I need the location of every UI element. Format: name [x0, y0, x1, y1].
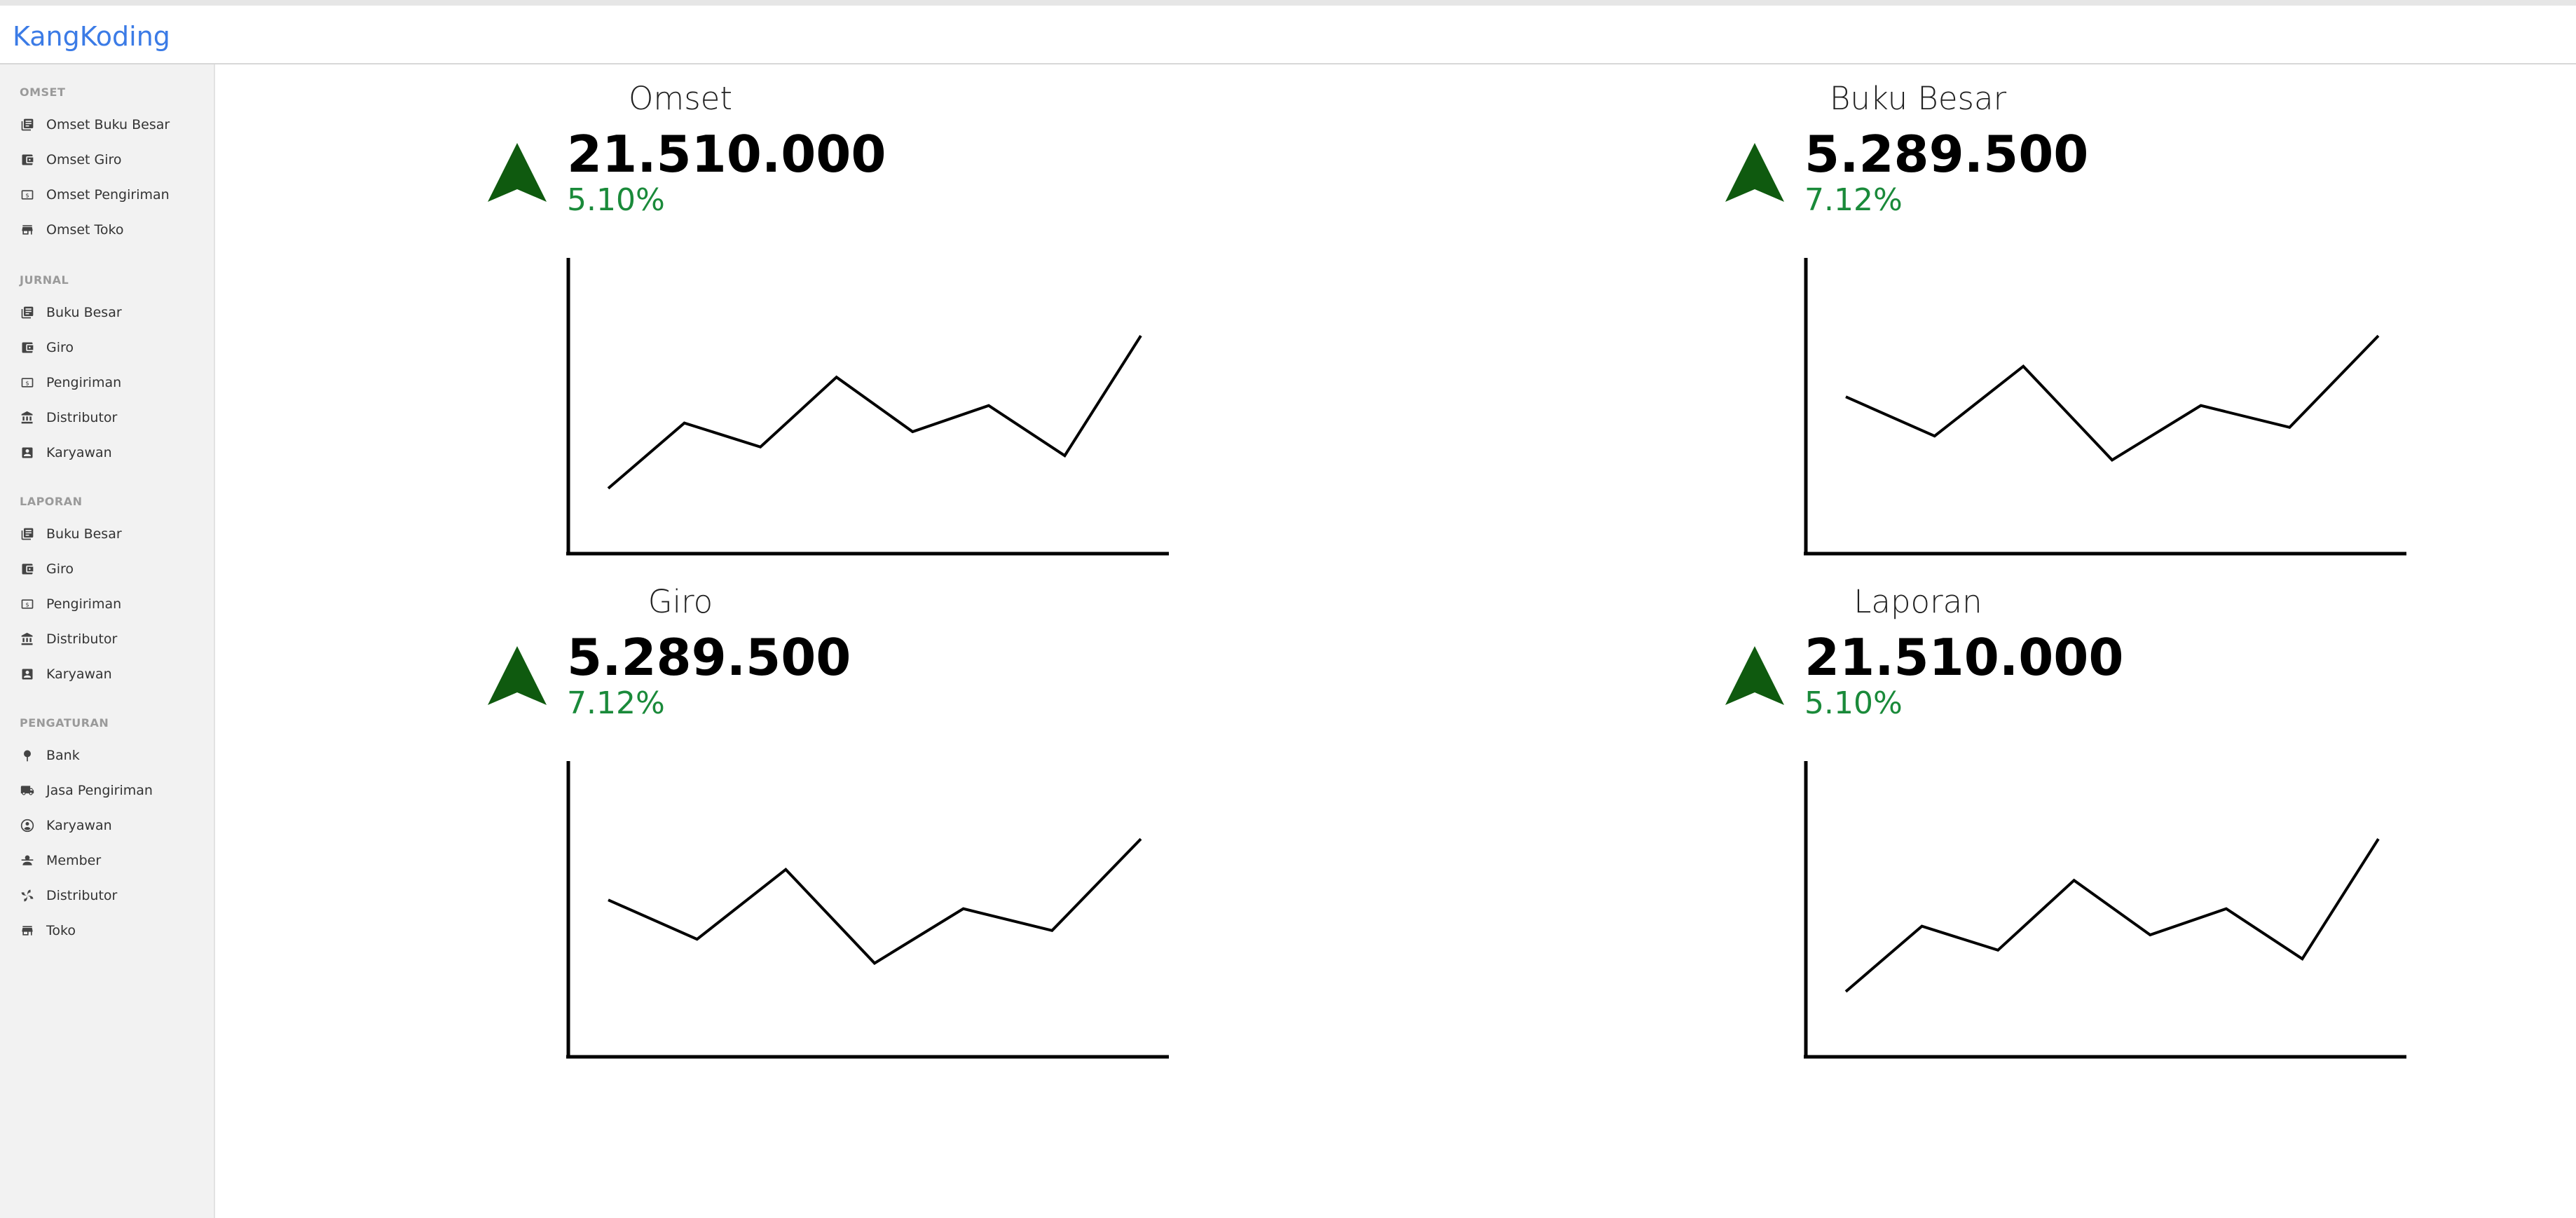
- sidebar-item-label: Buku Besar: [46, 526, 122, 542]
- sidebar-item-label: Bank: [46, 748, 80, 763]
- sidebar-item-jurnal-distributor[interactable]: Distributor: [20, 406, 209, 429]
- svg-text:$: $: [25, 191, 29, 198]
- sidebar-item-jurnal-karyawan[interactable]: Karyawan: [20, 442, 209, 464]
- top-navbar: KangKoding: [0, 0, 2576, 64]
- sidebar-item-label: Karyawan: [46, 445, 112, 460]
- book-icon: [20, 117, 35, 132]
- stat-percent: 5.10%: [567, 182, 665, 218]
- line-chart: [1804, 761, 2406, 1059]
- sidebar-item-omset-pengiriman[interactable]: $ Omset Pengiriman: [20, 184, 209, 206]
- sidebar-item-laporan-giro[interactable]: Giro: [20, 558, 209, 580]
- sidebar-section-pengaturan: PENGATURAN: [20, 716, 109, 730]
- sidebar-item-label: Distributor: [46, 888, 118, 903]
- pin-icon: [20, 748, 35, 763]
- sidebar-item-jurnal-buku-besar[interactable]: Buku Besar: [20, 301, 209, 324]
- sidebar-item-pengaturan-karyawan[interactable]: Karyawan: [20, 814, 209, 837]
- fan-icon: [20, 888, 35, 903]
- sidebar-item-toko[interactable]: Toko: [20, 919, 209, 942]
- stat-value: 21.510.000: [1804, 628, 2124, 687]
- sidebar-item-pengaturan-distributor[interactable]: Distributor: [20, 884, 209, 907]
- panel-omset: Omset 21.510.000 5.10%: [488, 64, 1259, 556]
- panel-title: Buku Besar: [1829, 80, 2007, 117]
- line-chart: [566, 761, 1169, 1059]
- stat-percent: 7.12%: [1804, 182, 1903, 218]
- arrow-up-icon: [488, 646, 547, 709]
- sidebar-item-label: Giro: [46, 561, 74, 577]
- svg-text:$: $: [25, 379, 29, 386]
- stat-value: 5.289.500: [567, 628, 851, 687]
- chart-line-series: [1844, 838, 2380, 993]
- sidebar-item-label: Member: [46, 853, 102, 868]
- wallet-icon: [20, 152, 35, 167]
- bank-icon: [20, 410, 35, 425]
- sidebar-item-label: Omset Buku Besar: [46, 117, 170, 132]
- sidebar-item-omset-giro[interactable]: Omset Giro: [20, 149, 209, 171]
- svg-text:$: $: [25, 601, 29, 608]
- dashboard-main: Omset 21.510.000 5.10% Buku Besar 5.289.…: [215, 64, 2576, 1218]
- sidebar-item-label: Toko: [46, 923, 76, 938]
- brand-link[interactable]: KangKoding: [13, 21, 170, 52]
- panel-title: Omset: [628, 80, 733, 117]
- book-icon: [20, 526, 35, 542]
- sidebar-item-laporan-karyawan[interactable]: Karyawan: [20, 663, 209, 685]
- panel-laporan: Laporan 21.510.000 5.10%: [1725, 568, 2496, 1059]
- badge-icon: [20, 666, 35, 682]
- stat-value: 5.289.500: [1804, 125, 2089, 184]
- member-icon: [20, 853, 35, 868]
- sidebar-item-laporan-buku-besar[interactable]: Buku Besar: [20, 523, 209, 545]
- panel-title: Giro: [648, 583, 713, 620]
- sidebar-item-member[interactable]: Member: [20, 849, 209, 872]
- account-icon: [20, 818, 35, 833]
- sidebar-item-label: Pengiriman: [46, 375, 122, 390]
- wallet-icon: [20, 340, 35, 355]
- stat-percent: 7.12%: [567, 685, 665, 721]
- panel-buku-besar: Buku Besar 5.289.500 7.12%: [1725, 64, 2496, 556]
- stat-percent: 5.10%: [1804, 685, 1903, 721]
- sidebar-item-bank[interactable]: Bank: [20, 744, 209, 767]
- sidebar-item-jasa-pengiriman[interactable]: Jasa Pengiriman: [20, 779, 209, 802]
- sidebar-item-label: Omset Giro: [46, 152, 122, 167]
- money-icon: $: [20, 596, 35, 612]
- sidebar-section-omset: OMSET: [20, 85, 66, 99]
- sidebar-item-omset-toko[interactable]: Omset Toko: [20, 219, 209, 241]
- badge-icon: [20, 445, 35, 460]
- sidebar-item-omset-buku-besar[interactable]: Omset Buku Besar: [20, 114, 209, 136]
- sidebar-item-laporan-pengiriman[interactable]: $ Pengiriman: [20, 593, 209, 615]
- sidebar-item-label: Giro: [46, 340, 74, 355]
- sidebar-item-jurnal-pengiriman[interactable]: $ Pengiriman: [20, 371, 209, 394]
- sidebar-item-label: Distributor: [46, 631, 118, 647]
- sidebar-item-label: Jasa Pengiriman: [46, 783, 153, 798]
- sidebar-item-laporan-distributor[interactable]: Distributor: [20, 628, 209, 650]
- chart-line-series: [1845, 334, 2380, 462]
- bank-icon: [20, 631, 35, 647]
- store-icon: [20, 222, 35, 238]
- sidebar-item-label: Karyawan: [46, 818, 112, 833]
- sidebar-section-laporan: LAPORAN: [20, 495, 83, 508]
- sidebar-item-jurnal-giro[interactable]: Giro: [20, 336, 209, 359]
- line-chart: [1804, 258, 2406, 556]
- chart-line-series: [608, 837, 1142, 965]
- sidebar-item-label: Omset Toko: [46, 222, 124, 238]
- money-icon: $: [20, 187, 35, 203]
- sidebar-section-jurnal: JURNAL: [20, 273, 69, 287]
- wallet-icon: [20, 561, 35, 577]
- money-icon: $: [20, 375, 35, 390]
- store-icon: [20, 923, 35, 938]
- sidebar-item-label: Pengiriman: [46, 596, 122, 612]
- arrow-up-icon: [1725, 646, 1784, 709]
- panel-giro: Giro 5.289.500 7.12%: [488, 568, 1259, 1059]
- sidebar: OMSET Omset Buku Besar Omset Giro $ Omse…: [0, 64, 215, 1218]
- chart-line-series: [607, 335, 1142, 490]
- sidebar-item-label: Distributor: [46, 410, 118, 425]
- sidebar-item-label: Omset Pengiriman: [46, 187, 170, 203]
- stat-value: 21.510.000: [567, 125, 886, 184]
- sidebar-item-label: Karyawan: [46, 666, 112, 682]
- line-chart: [566, 258, 1169, 556]
- sidebar-item-label: Buku Besar: [46, 305, 122, 320]
- book-icon: [20, 305, 35, 320]
- arrow-up-icon: [1725, 143, 1784, 205]
- panel-title: Laporan: [1854, 583, 1982, 620]
- arrow-up-icon: [488, 143, 547, 205]
- truck-icon: [20, 783, 35, 798]
